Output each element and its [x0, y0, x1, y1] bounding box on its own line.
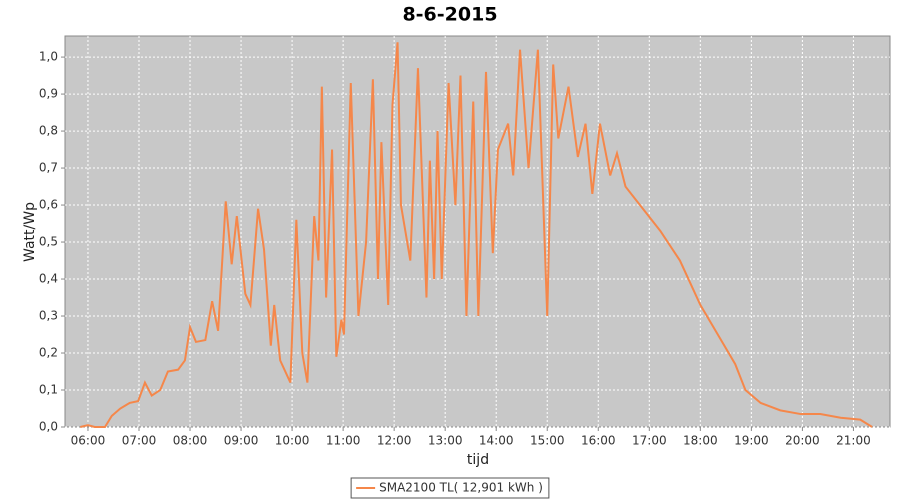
x-tick-label: 13:00: [428, 434, 463, 448]
x-tick-label: 11:00: [326, 434, 361, 448]
y-tick-label: 0,3: [39, 309, 58, 323]
x-tick-label: 20:00: [785, 434, 820, 448]
x-tick-label: 10:00: [275, 434, 310, 448]
y-tick-label: 1,0: [39, 50, 58, 64]
x-tick-label: 08:00: [173, 434, 208, 448]
x-tick-label: 15:00: [530, 434, 565, 448]
x-tick-label: 12:00: [377, 434, 412, 448]
y-tick-label: 0,6: [39, 198, 58, 212]
x-tick-label: 14:00: [479, 434, 514, 448]
legend-box: [350, 477, 550, 499]
x-tick-label: 21:00: [836, 434, 871, 448]
legend: SMA2100 TL( 12,901 kWh ): [350, 477, 550, 499]
plot-area: [64, 35, 891, 428]
x-tick-label: 07:00: [122, 434, 157, 448]
legend-label: SMA2100 TL( 12,901 kWh ): [379, 481, 543, 495]
y-tick-label: 0,8: [39, 124, 58, 138]
x-tick-label: 09:00: [224, 434, 259, 448]
y-tick-label: 0,4: [39, 272, 58, 286]
chart-title: 8-6-2015: [402, 4, 497, 26]
x-tick-label: 19:00: [734, 434, 769, 448]
y-tick-label: 0,5: [39, 235, 58, 249]
x-tick-label: 06:00: [71, 434, 106, 448]
y-tick-label: 0,1: [39, 383, 58, 397]
x-axis-label: tijd: [467, 452, 489, 468]
y-axis-label: Watt/Wp: [22, 202, 38, 262]
y-tick-label: 0,7: [39, 161, 58, 175]
y-tick-label: 0,0: [39, 420, 58, 434]
x-tick-label: 18:00: [683, 434, 718, 448]
y-tick-label: 0,2: [39, 346, 58, 360]
y-tick-label: 0,9: [39, 87, 58, 101]
line: [80, 42, 873, 428]
x-tick-label: 17:00: [632, 434, 667, 448]
x-tick-label: 16:00: [581, 434, 616, 448]
